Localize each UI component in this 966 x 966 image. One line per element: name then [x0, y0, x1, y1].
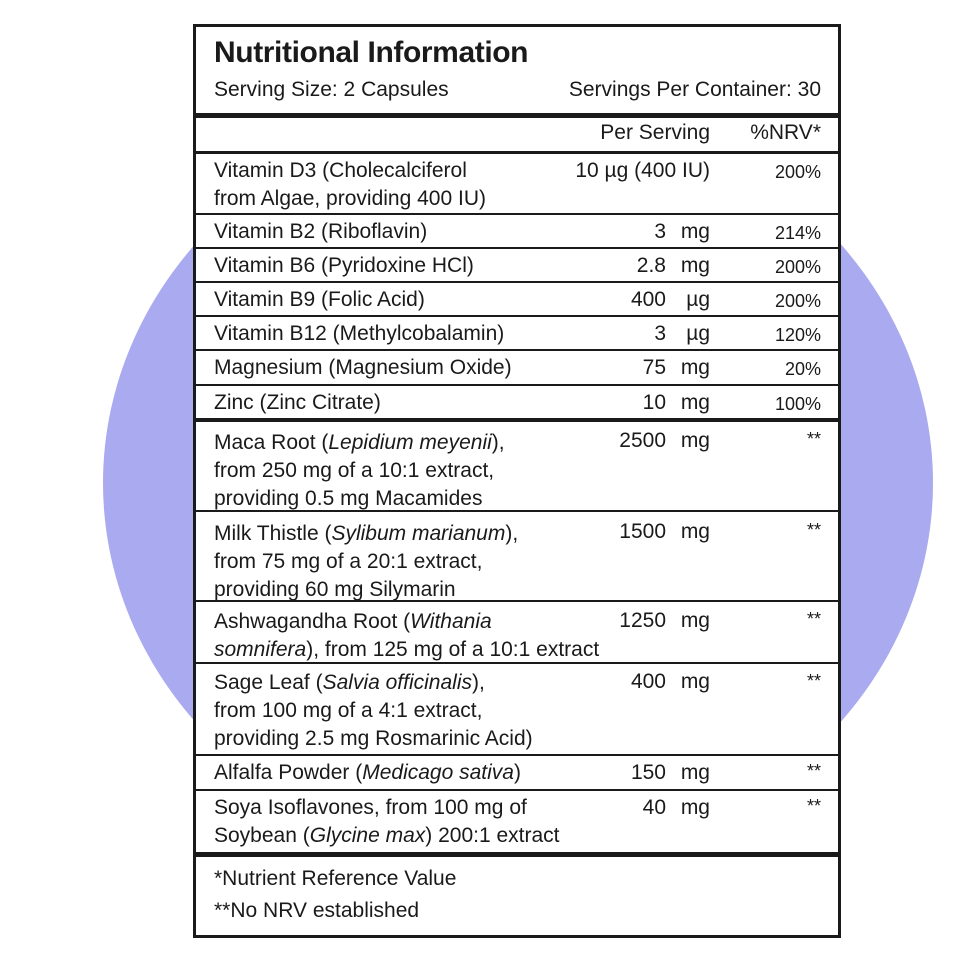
nrv-value: 120% [774, 325, 821, 345]
nrv-value: 200% [774, 257, 821, 277]
amount: 150 [630, 761, 666, 784]
unit: µg [686, 322, 710, 345]
table-row: Vitamin B2 (Riboflavin) 3 mg 214% [196, 215, 838, 249]
unit: mg [680, 356, 710, 379]
unit: mg [680, 761, 710, 784]
amount: 40 [642, 796, 666, 819]
amount: 75 [642, 356, 666, 379]
amount: 400 [630, 288, 666, 311]
table-row: Ashwagandha Root (Withania somnifera), f… [196, 602, 838, 664]
table-row: Vitamin D3 (Cholecalciferol from Algae, … [196, 154, 838, 215]
table-row: Sage Leaf (Salvia officinalis), from 100… [196, 664, 838, 756]
servings-per-container: Servings Per Container: 30 [568, 78, 821, 101]
table-row: Alfalfa Powder (Medicago sativa) 150 mg … [196, 756, 838, 791]
amount: 10 µg (400 IU) [575, 159, 710, 182]
ingredient-name: Milk Thistle (Sylibum marianum), from 75… [214, 522, 519, 601]
table-row: Soya Isoflavones, from 100 mg of Soybean… [196, 791, 838, 857]
ingredient-name: Sage Leaf (Salvia officinalis), from 100… [214, 671, 533, 750]
nrv-value: ** [806, 609, 821, 629]
table-row: Vitamin B6 (Pyridoxine HCl) 2.8 mg 200% [196, 249, 838, 283]
unit: µg [686, 288, 710, 311]
amount: 10 [642, 391, 666, 414]
unit: mg [680, 520, 710, 543]
ingredient-name: Alfalfa Powder (Medicago sativa) [214, 761, 521, 784]
nutrient-name: Zinc (Zinc Citrate) [214, 391, 381, 414]
nutrient-name: Vitamin B12 (Methylcobalamin) [214, 322, 505, 345]
table-row: Vitamin B12 (Methylcobalamin) 3 µg 120% [196, 317, 838, 351]
nrv-value: ** [806, 671, 821, 691]
amount: 2500 [619, 429, 666, 452]
ingredient-name: Maca Root (Lepidium meyenii), from 250 m… [214, 431, 505, 510]
unit: mg [680, 254, 710, 277]
amount: 3 [654, 220, 666, 243]
nutrient-name: Vitamin D3 (Cholecalciferol from Algae, … [214, 159, 486, 210]
amount: 3 [654, 322, 666, 345]
nrv-value: ** [806, 520, 821, 540]
unit: mg [680, 670, 710, 693]
per-serving-header: Per Serving [600, 121, 710, 144]
table-row: Magnesium (Magnesium Oxide) 75 mg 20% [196, 351, 838, 386]
nrv-value: ** [806, 429, 821, 449]
amount: 2.8 [636, 254, 666, 277]
nrv-value: ** [806, 796, 821, 816]
column-header-row: Per Serving %NRV* [196, 118, 838, 154]
unit: mg [680, 220, 710, 243]
unit: mg [680, 391, 710, 414]
nrv-value: 200% [774, 162, 821, 182]
nutrient-name: Vitamin B6 (Pyridoxine HCl) [214, 254, 474, 277]
footnote-no-nrv: **No NRV established [214, 899, 420, 922]
nrv-value: 100% [774, 394, 821, 414]
nrv-value: 20% [784, 359, 821, 379]
nrv-value: 200% [774, 291, 821, 311]
nrv-value: 214% [774, 223, 821, 243]
serving-size: Serving Size: 2 Capsules [214, 78, 449, 101]
ingredient-name: Soya Isoflavones, from 100 mg of Soybean… [214, 796, 560, 847]
table-row: Milk Thistle (Sylibum marianum), from 75… [196, 512, 838, 602]
unit: mg [680, 429, 710, 452]
panel-header: Nutritional Information Serving Size: 2 … [196, 27, 838, 118]
footnote-nrv: *Nutrient Reference Value [214, 867, 457, 890]
unit: mg [680, 609, 710, 632]
amount: 1500 [619, 520, 666, 543]
table-row: Vitamin B9 (Folic Acid) 400 µg 200% [196, 283, 838, 317]
nutrient-name: Magnesium (Magnesium Oxide) [214, 356, 512, 379]
unit: mg [680, 796, 710, 819]
table-row: Zinc (Zinc Citrate) 10 mg 100% [196, 386, 838, 422]
amount: 1250 [619, 609, 666, 632]
amount: 400 [630, 670, 666, 693]
nutrient-name: Vitamin B2 (Riboflavin) [214, 220, 428, 243]
panel-title: Nutritional Information [214, 36, 529, 69]
table-row: Maca Root (Lepidium meyenii), from 250 m… [196, 422, 838, 512]
ingredient-name: Ashwagandha Root (Withania somnifera), f… [214, 610, 600, 661]
nrv-header: %NRV* [750, 121, 821, 144]
nrv-value: ** [806, 761, 821, 781]
nutrition-panel: Nutritional Information Serving Size: 2 … [193, 24, 841, 938]
nutrient-name: Vitamin B9 (Folic Acid) [214, 288, 425, 311]
